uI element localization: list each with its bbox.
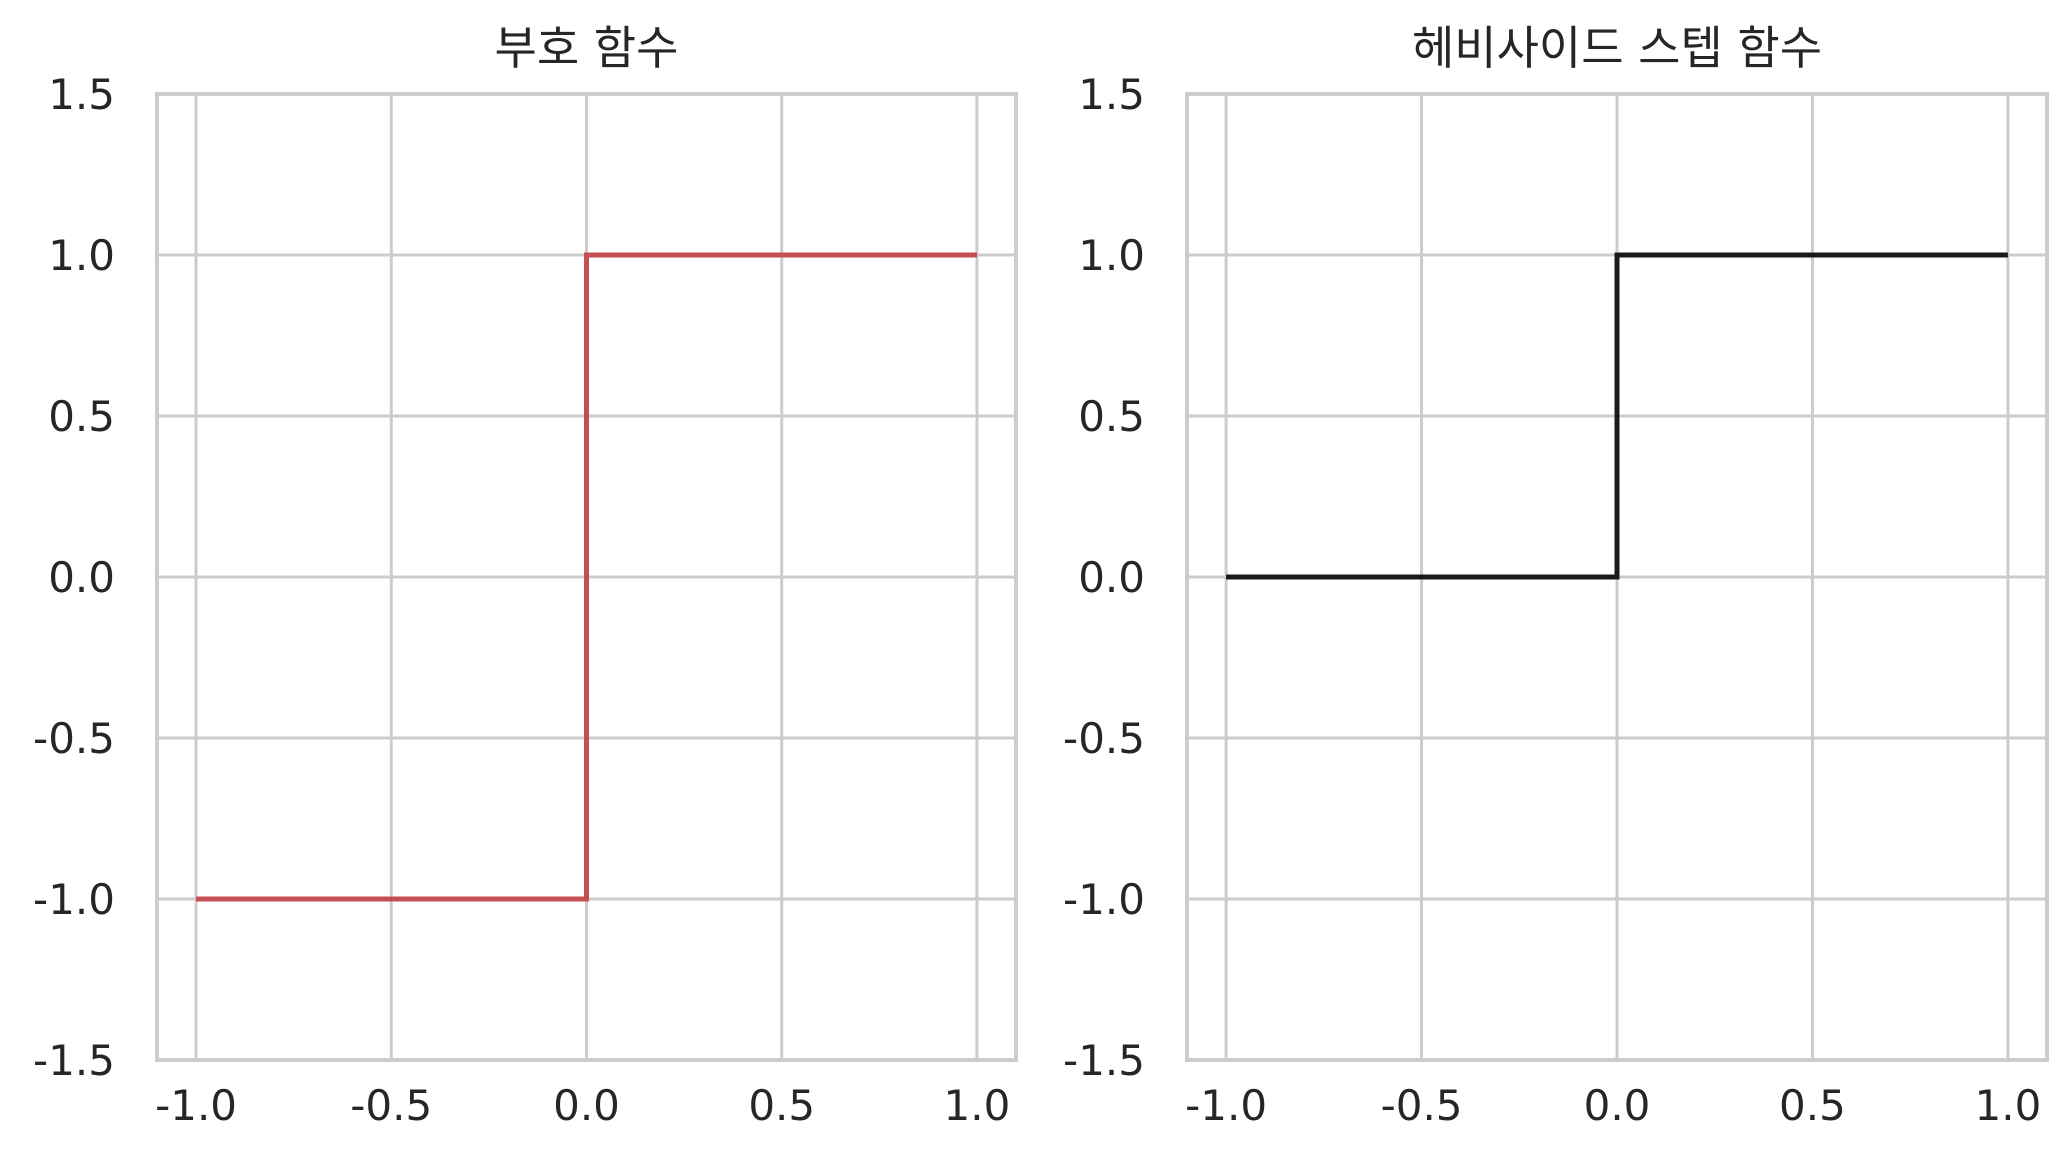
y-tick-label: -1.5 (33, 1036, 115, 1085)
y-tick-label: 1.5 (48, 70, 115, 119)
y-tick-label: 1.0 (48, 231, 115, 280)
y-tick-label: -1.0 (33, 875, 115, 924)
y-tick-label: 0.0 (48, 553, 115, 602)
y-tick-label: 0.0 (1078, 553, 1145, 602)
y-tick-label: 0.5 (48, 392, 115, 441)
x-tick-label: 0.0 (1584, 1081, 1651, 1130)
y-tick-label: -0.5 (1063, 714, 1145, 763)
x-tick-label: -0.5 (350, 1081, 432, 1130)
y-tick-label: 0.5 (1078, 392, 1145, 441)
x-tick-label: 1.0 (1975, 1081, 2042, 1130)
chart-title: 부호 함수 (495, 21, 679, 75)
x-tick-label: 0.5 (748, 1081, 815, 1130)
y-tick-label: 1.5 (1078, 70, 1145, 119)
y-tick-label: 1.0 (1078, 231, 1145, 280)
x-tick-label: 0.0 (553, 1081, 620, 1130)
series-line (196, 252, 977, 902)
series-line (1226, 252, 2008, 580)
y-tick-label: -0.5 (33, 714, 115, 763)
x-tick-label: -1.0 (155, 1081, 237, 1130)
axes-frame (155, 92, 1018, 1062)
y-tick-label: -1.5 (1063, 1036, 1145, 1085)
x-tick-label: -1.0 (1185, 1081, 1267, 1130)
y-tick-label: -1.0 (1063, 875, 1145, 924)
axes-frame (1185, 92, 2049, 1062)
x-tick-label: 1.0 (944, 1081, 1011, 1130)
heaviside-step-function-panel: 헤비사이드 스텝 함수 -1.0 -0.5 0.0 0.5 1.0 -1.5 -1.0 -0.… (1063, 21, 2049, 1130)
x-tick-label: 0.5 (1779, 1081, 1846, 1130)
chart-title: 헤비사이드 스텝 함수 (1412, 21, 1822, 75)
x-tick-label: -0.5 (1381, 1081, 1463, 1130)
sign-function-panel: 부호 함수 -1.0 -0.5 0.0 0.5 1.0 -1.5 -1.0 -0.5 0.0 0.… (33, 21, 1018, 1130)
